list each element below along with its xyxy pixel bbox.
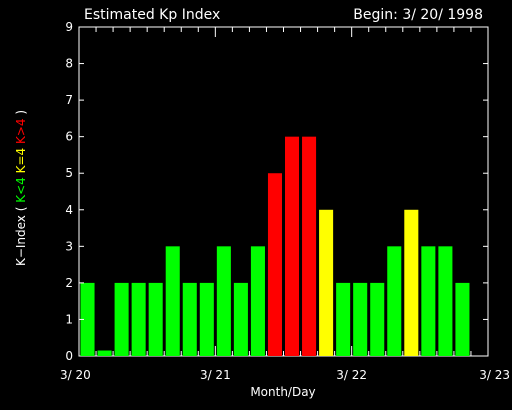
y-label-part: K>4 [14, 118, 28, 144]
kp-bar [404, 209, 419, 356]
x-axis-label: Month/Day [250, 385, 315, 399]
kp-bar [80, 282, 95, 356]
y-label-part: K<4 [14, 177, 28, 203]
kp-bar [438, 246, 453, 356]
x-axis: 3/ 20 3/ 21 3/ 22 3/ 23 [60, 27, 510, 382]
x-tick-label: 3/ 23 [479, 368, 510, 382]
kp-bar [319, 209, 334, 356]
kp-bar [148, 282, 163, 356]
bars-group [80, 136, 470, 356]
chart-begin-date: Begin: 3/ 20/ 1998 [353, 7, 483, 23]
kp-bar [421, 246, 436, 356]
kp-bar [250, 246, 265, 356]
kp-bar [233, 282, 248, 356]
kp-bar [131, 282, 146, 356]
kp-bar [114, 282, 129, 356]
kp-bar [97, 350, 112, 356]
kp-bar [455, 282, 470, 356]
y-tick-label: 7 [65, 93, 73, 107]
y-axis: 0 1 2 3 4 5 6 7 8 9 [65, 20, 488, 363]
y-label-part: K=4 [14, 144, 28, 177]
kp-bar [285, 136, 300, 356]
chart-title: Estimated Kp Index [84, 7, 220, 23]
y-tick-label: 1 [65, 312, 73, 326]
kp-bar [216, 246, 231, 356]
kp-bar [387, 246, 402, 356]
x-tick-label: 3/ 20 [60, 368, 91, 382]
y-tick-label: 5 [65, 166, 73, 180]
y-tick-label: 9 [65, 20, 73, 34]
kp-bar [302, 136, 317, 356]
y-tick-label: 4 [65, 203, 73, 217]
x-tick-label: 3/ 21 [200, 368, 231, 382]
kp-bar [267, 173, 282, 356]
kp-bar [336, 282, 351, 356]
kp-bar [199, 282, 214, 356]
y-label-part: K−Index ( [14, 203, 28, 266]
x-tick-label: 3/ 22 [336, 368, 367, 382]
y-tick-label: 8 [65, 57, 73, 71]
y-tick-label: 3 [65, 239, 73, 253]
kp-bar [182, 282, 197, 356]
y-axis-label: K−Index ( K<4 K=4 K>4 ) [14, 110, 28, 266]
y-tick-label: 2 [65, 276, 73, 290]
y-tick-label: 6 [65, 130, 73, 144]
y-tick-label: 0 [65, 349, 73, 363]
y-label-part: ) [14, 110, 28, 119]
kp-bar [165, 246, 180, 356]
kp-bar [353, 282, 368, 356]
kp-bar [370, 282, 385, 356]
